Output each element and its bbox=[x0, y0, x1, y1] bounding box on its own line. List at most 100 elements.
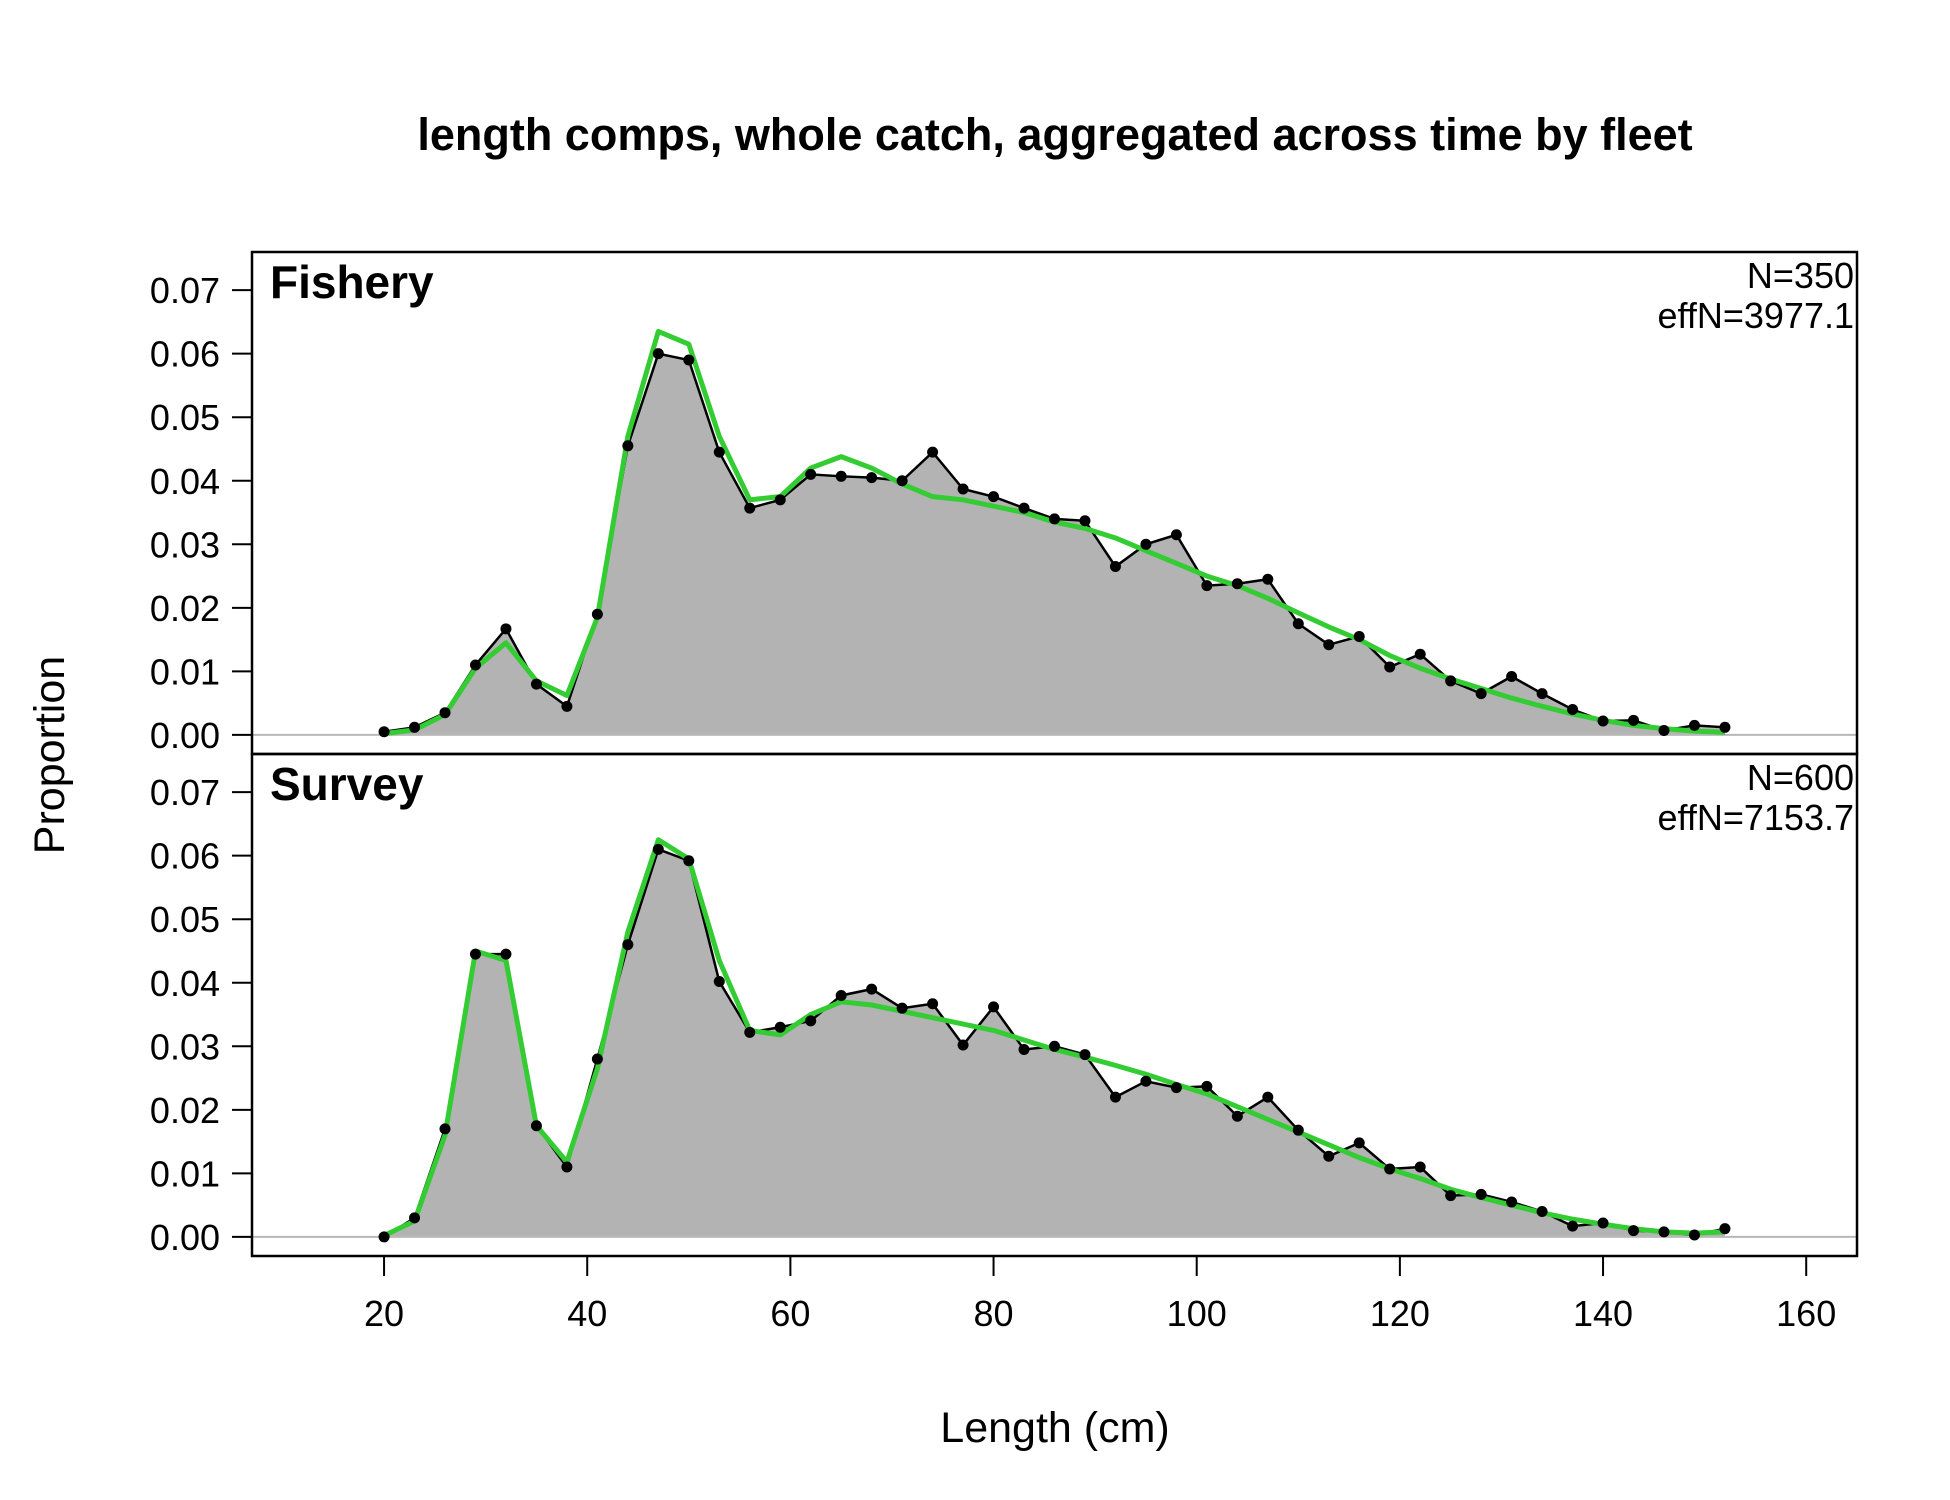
observed-point bbox=[1475, 1188, 1487, 1200]
observed-point bbox=[866, 472, 878, 484]
observed-point bbox=[1231, 1110, 1243, 1122]
observed-point bbox=[1353, 630, 1365, 642]
observed-point bbox=[1688, 1229, 1700, 1241]
observed-point bbox=[927, 446, 939, 458]
y-tick-label: 0.00 bbox=[150, 715, 220, 756]
observed-area bbox=[384, 849, 1725, 1237]
observed-point bbox=[1719, 721, 1731, 733]
observed-point bbox=[1262, 573, 1274, 585]
sample-size-label: N=600 bbox=[1747, 757, 1854, 798]
y-tick-label: 0.01 bbox=[150, 1153, 220, 1194]
observed-point bbox=[1323, 1150, 1335, 1162]
observed-point bbox=[1445, 1190, 1457, 1202]
observed-point bbox=[1262, 1091, 1274, 1103]
observed-point bbox=[378, 726, 390, 738]
observed-point bbox=[1597, 1217, 1609, 1229]
x-tick-label: 80 bbox=[974, 1293, 1014, 1334]
observed-point bbox=[1201, 1080, 1213, 1092]
observed-point bbox=[713, 975, 725, 987]
x-axis: 20 40 60 80 100 120 140 160 bbox=[364, 1255, 1836, 1334]
observed-point bbox=[561, 700, 573, 712]
observed-point bbox=[1414, 648, 1426, 660]
observed-point bbox=[774, 494, 786, 506]
observed-point bbox=[1170, 529, 1182, 541]
y-tick-label: 0.00 bbox=[150, 1217, 220, 1258]
observed-point bbox=[1140, 538, 1152, 550]
observed-point bbox=[622, 939, 634, 951]
observed-point bbox=[957, 483, 969, 495]
y-tick-label: 0.02 bbox=[150, 588, 220, 629]
observed-point bbox=[439, 707, 451, 719]
observed-point bbox=[1018, 502, 1030, 514]
panel-survey: 0.00 0.01 0.02 0.03 0.04 0.05 0.06 0.07 Survey N=… bbox=[150, 752, 1859, 1258]
observed-point bbox=[805, 1015, 817, 1027]
observed-point bbox=[1323, 639, 1335, 651]
observed-point bbox=[713, 446, 725, 458]
observed-point bbox=[409, 1212, 421, 1224]
observed-point bbox=[1414, 1161, 1426, 1173]
x-tick-label: 140 bbox=[1573, 1293, 1633, 1334]
y-tick-label: 0.02 bbox=[150, 1090, 220, 1131]
observed-point bbox=[652, 843, 664, 855]
x-tick-label: 160 bbox=[1776, 1293, 1836, 1334]
observed-point bbox=[1049, 513, 1060, 525]
observed-point bbox=[652, 348, 664, 360]
observed-point bbox=[530, 678, 542, 690]
panel-label: Fishery bbox=[270, 256, 434, 308]
observed-point bbox=[469, 948, 481, 960]
panel-label: Survey bbox=[270, 758, 424, 810]
observed-point bbox=[957, 1039, 969, 1051]
observed-point bbox=[1658, 724, 1670, 736]
observed-point bbox=[1079, 1049, 1091, 1061]
observed-point bbox=[683, 354, 695, 366]
panels-group: 0.00 0.01 0.02 0.03 0.04 0.05 0.06 0.07 Fishery N… bbox=[150, 250, 1859, 1258]
sample-size-label: N=350 bbox=[1747, 255, 1854, 296]
effective-n-label: effN=3977.1 bbox=[1657, 295, 1854, 336]
observed-point bbox=[1231, 578, 1243, 590]
observed-point bbox=[500, 948, 512, 960]
observed-point bbox=[866, 983, 878, 995]
y-axis-label: Proportion bbox=[26, 656, 74, 854]
observed-point bbox=[1445, 675, 1457, 687]
x-tick-label: 100 bbox=[1167, 1293, 1227, 1334]
x-tick-label: 20 bbox=[364, 1293, 404, 1334]
observed-point bbox=[1140, 1075, 1152, 1087]
observed-point bbox=[378, 1231, 390, 1243]
observed-point bbox=[1719, 1223, 1731, 1235]
y-tick-label: 0.04 bbox=[150, 461, 220, 502]
observed-point bbox=[774, 1021, 786, 1033]
observed-point bbox=[439, 1123, 451, 1135]
observed-point bbox=[409, 721, 421, 733]
y-tick-label: 0.05 bbox=[150, 397, 220, 438]
observed-point bbox=[1201, 580, 1213, 592]
observed-point bbox=[1506, 670, 1518, 682]
x-tick-label: 60 bbox=[770, 1293, 810, 1334]
observed-point bbox=[1567, 704, 1579, 716]
observed-point bbox=[1536, 1206, 1548, 1218]
observed-point bbox=[1384, 661, 1396, 673]
y-tick-label: 0.06 bbox=[150, 334, 220, 375]
observed-point bbox=[1628, 1225, 1640, 1237]
observed-point bbox=[1109, 561, 1121, 573]
observed-point bbox=[896, 1002, 908, 1014]
observed-point bbox=[622, 440, 634, 452]
observed-point bbox=[1079, 515, 1091, 527]
observed-point bbox=[1628, 714, 1640, 726]
observed-point bbox=[988, 1001, 1000, 1013]
observed-point bbox=[1658, 1226, 1670, 1238]
observed-point bbox=[1688, 719, 1700, 731]
observed-point bbox=[1292, 1124, 1304, 1136]
observed-point bbox=[469, 659, 481, 671]
observed-point bbox=[683, 855, 695, 867]
observed-point bbox=[591, 1053, 603, 1065]
observed-point bbox=[1292, 618, 1304, 630]
y-tick-label: 0.05 bbox=[150, 899, 220, 940]
y-tick-label: 0.01 bbox=[150, 651, 220, 692]
observed-point bbox=[561, 1161, 573, 1173]
observed-point bbox=[1506, 1196, 1518, 1208]
observed-point bbox=[1049, 1040, 1060, 1052]
observed-point bbox=[500, 623, 512, 635]
observed-point bbox=[1109, 1091, 1121, 1103]
